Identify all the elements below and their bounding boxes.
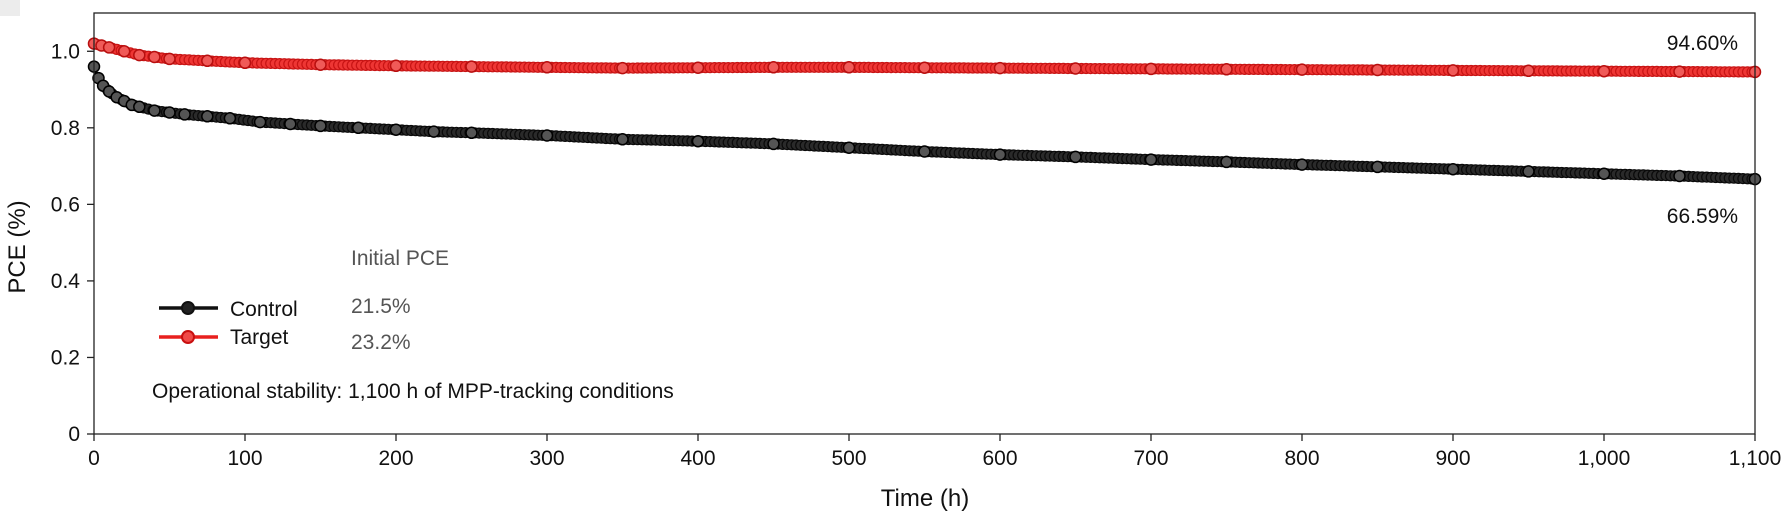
legend-item-control: Control 21.5% bbox=[159, 295, 411, 321]
corner-mark bbox=[0, 0, 20, 16]
data-point-control bbox=[148, 104, 161, 117]
data-point-control bbox=[1069, 150, 1082, 164]
series-layer bbox=[87, 37, 1762, 186]
data-point-target bbox=[1446, 64, 1460, 77]
y-tick-label: 1.0 bbox=[51, 40, 80, 63]
legend-initial-control: 21.5% bbox=[351, 295, 411, 318]
plot-frame bbox=[93, 12, 1756, 435]
data-point-control bbox=[540, 129, 554, 142]
x-tick-label: 500 bbox=[831, 447, 866, 470]
data-point-target bbox=[540, 61, 554, 74]
data-point-control bbox=[284, 117, 297, 131]
data-point-target bbox=[1597, 64, 1611, 78]
data-point-target bbox=[767, 61, 780, 74]
data-point-target bbox=[1144, 62, 1158, 76]
data-point-control bbox=[767, 137, 780, 151]
data-point-target bbox=[117, 45, 131, 58]
x-tick-label: 600 bbox=[982, 447, 1017, 470]
x-axis: 0 100 200 300 400 500 600 700 800 900 1,000 1,100 bbox=[88, 434, 1781, 470]
data-point-target bbox=[465, 60, 478, 73]
x-tick-label: 900 bbox=[1435, 447, 1470, 470]
end-label-control: 66.59% bbox=[1667, 205, 1738, 228]
data-point-control bbox=[842, 141, 856, 154]
data-point-control bbox=[352, 121, 365, 135]
x-tick-label: 0 bbox=[88, 447, 100, 470]
data-point-target bbox=[1069, 62, 1082, 75]
x-tick-label: 1,000 bbox=[1578, 447, 1631, 470]
data-point-control bbox=[253, 115, 267, 129]
data-point-control bbox=[178, 108, 191, 121]
y-tick-label: 0.6 bbox=[51, 193, 80, 216]
x-tick-label: 200 bbox=[378, 447, 413, 470]
legend-header: Initial PCE bbox=[351, 247, 449, 270]
legend-label-control: Control bbox=[230, 298, 298, 321]
x-tick-label: 700 bbox=[1133, 447, 1168, 470]
x-tick-label: 1,100 bbox=[1729, 447, 1782, 470]
data-point-target bbox=[616, 61, 629, 75]
series-control bbox=[87, 60, 1762, 186]
stability-annotation: Operational stability: 1,100 h of MPP-tr… bbox=[152, 380, 674, 403]
data-point-control bbox=[1371, 160, 1384, 174]
data-point-control bbox=[427, 125, 441, 138]
x-axis-title: Time (h) bbox=[881, 485, 969, 512]
legend-label-target: Target bbox=[230, 326, 289, 349]
data-point-target bbox=[1220, 63, 1233, 76]
data-point-target bbox=[238, 56, 252, 70]
data-point-target bbox=[1522, 64, 1535, 78]
x-tick-label: 300 bbox=[529, 447, 564, 470]
data-point-control bbox=[1446, 162, 1460, 176]
legend: Initial PCE Control 21.5% Target 23.2% bbox=[159, 247, 449, 354]
data-point-control bbox=[133, 100, 146, 114]
y-axis: 0 0.2 0.4 0.6 0.8 1.0 bbox=[51, 40, 94, 446]
data-point-control bbox=[1597, 167, 1611, 180]
y-tick-label: 0 bbox=[68, 423, 80, 446]
data-point-control bbox=[1673, 169, 1686, 183]
series-target bbox=[87, 37, 1762, 79]
data-point-target bbox=[148, 50, 161, 64]
data-point-control bbox=[1295, 158, 1309, 171]
x-tick-label: 800 bbox=[1284, 447, 1319, 470]
legend-initial-target: 23.2% bbox=[351, 331, 411, 354]
legend-marker-control bbox=[181, 301, 195, 315]
data-point-target bbox=[133, 48, 146, 62]
data-point-target bbox=[1295, 63, 1309, 76]
data-point-control bbox=[993, 148, 1007, 161]
data-point-target bbox=[201, 54, 214, 68]
data-point-control bbox=[201, 110, 214, 123]
data-point-target bbox=[389, 59, 403, 73]
data-point-target bbox=[163, 52, 176, 66]
data-point-target bbox=[314, 58, 327, 71]
data-point-target bbox=[842, 61, 856, 74]
y-tick-label: 0.8 bbox=[51, 117, 80, 140]
legend-marker-target bbox=[181, 330, 195, 344]
data-point-target bbox=[102, 41, 116, 54]
data-point-target bbox=[993, 61, 1007, 75]
data-point-control bbox=[1144, 153, 1158, 166]
data-point-control bbox=[223, 112, 237, 125]
y-axis-title: PCE (%) bbox=[4, 200, 31, 293]
x-tick-label: 100 bbox=[227, 447, 262, 470]
data-point-control bbox=[918, 145, 931, 158]
data-point-control bbox=[314, 119, 327, 133]
data-point-target bbox=[918, 61, 931, 74]
data-point-control bbox=[1220, 155, 1233, 169]
data-point-control bbox=[465, 126, 478, 140]
data-point-target bbox=[1371, 63, 1384, 77]
end-label-target: 94.60% bbox=[1667, 32, 1738, 55]
data-point-control bbox=[691, 134, 705, 148]
data-point-target bbox=[1673, 65, 1686, 78]
data-point-control bbox=[616, 133, 629, 146]
data-point-control bbox=[1522, 165, 1535, 178]
x-tick-label: 400 bbox=[680, 447, 715, 470]
y-tick-label: 0.2 bbox=[51, 346, 80, 369]
data-point-target bbox=[691, 61, 705, 74]
data-point-control bbox=[389, 123, 403, 136]
data-point-control bbox=[163, 106, 176, 119]
legend-item-target: Target 23.2% bbox=[159, 326, 411, 354]
y-tick-label: 0.4 bbox=[51, 270, 81, 293]
